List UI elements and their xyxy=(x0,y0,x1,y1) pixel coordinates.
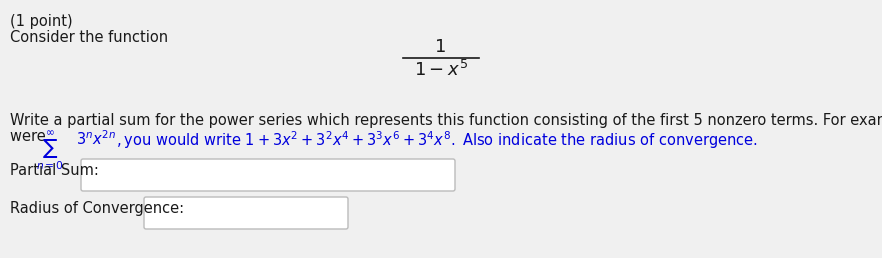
Text: $3^n x^{2n}$: $3^n x^{2n}$ xyxy=(76,129,116,148)
Text: $1-x^5$: $1-x^5$ xyxy=(414,60,468,80)
Text: $, \mathrm{you\ would\ write\ } 1 + 3x^2 + 3^2x^4 + 3^3x^6 + 3^4x^8\mathrm{.\ Al: $, \mathrm{you\ would\ write\ } 1 + 3x^2… xyxy=(116,129,758,151)
Text: 1: 1 xyxy=(436,38,446,56)
Text: Write a partial sum for the power series which represents this function consisti: Write a partial sum for the power series… xyxy=(10,113,882,128)
Text: were: were xyxy=(10,129,50,144)
Text: Consider the function: Consider the function xyxy=(10,30,168,45)
Text: $\sum_{n=0}^{\infty}$: $\sum_{n=0}^{\infty}$ xyxy=(36,129,64,173)
FancyBboxPatch shape xyxy=(81,159,455,191)
Text: Partial Sum:: Partial Sum: xyxy=(10,163,99,178)
FancyBboxPatch shape xyxy=(144,197,348,229)
Text: Radius of Convergence:: Radius of Convergence: xyxy=(10,201,184,216)
Text: (1 point): (1 point) xyxy=(10,14,72,29)
